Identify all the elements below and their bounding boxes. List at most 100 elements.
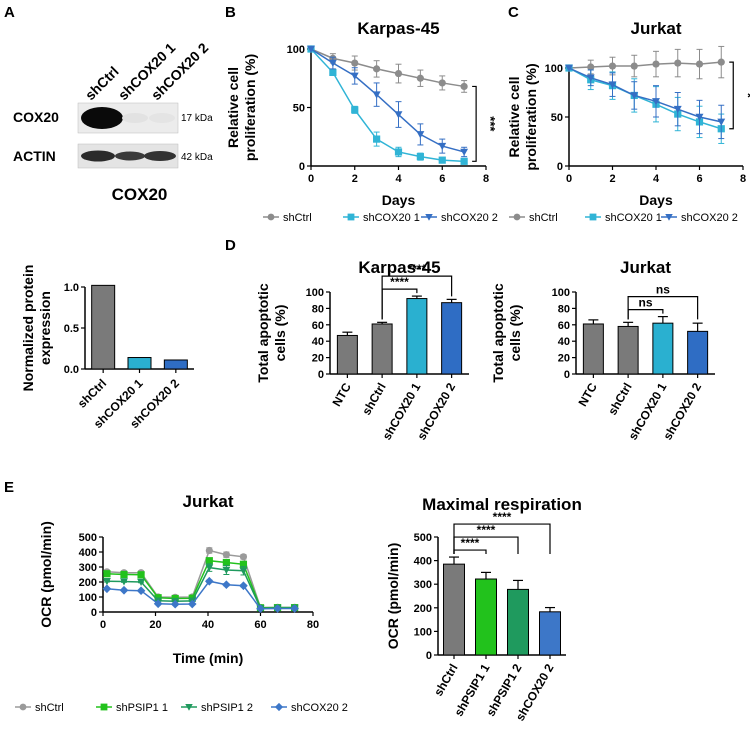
data-point (204, 576, 214, 586)
chart-e_bar: Maximal respiration OCR (pmol/min) 0 100 200… (385, 495, 582, 723)
series-shctrl (307, 45, 468, 93)
data-point (652, 98, 660, 106)
y-axis-label-line-2: expression (37, 291, 53, 365)
series-line (310, 48, 465, 163)
data-point (137, 571, 145, 579)
data-point (351, 59, 359, 67)
bar-ntc (336, 334, 358, 375)
series-shpsip1-2 (102, 563, 299, 613)
legend-item-label: shCtrl (283, 212, 312, 224)
bar-shctrl (617, 325, 639, 375)
y-tick-label: 0 (564, 369, 570, 381)
significance-label: **** (390, 275, 409, 289)
data-point (438, 142, 447, 151)
panel-label-b: B (225, 4, 236, 21)
y-tick-label: 0 (426, 650, 432, 662)
legend-item-label: shPSIP1 1 (116, 702, 168, 714)
significance-label: ns (638, 296, 652, 310)
data-point (329, 68, 337, 76)
legend-e_line: shCtrl shPSIP1 1 shPSIP1 2 shCOX20 2 (15, 702, 348, 714)
data-point (717, 58, 725, 66)
y-tick-label: 400 (414, 556, 432, 568)
blot-band-actin-shcox20-1 (115, 151, 145, 161)
blot-protein-actin: ACTIN (13, 148, 56, 164)
data-point (239, 553, 248, 561)
y-tick-label: 40 (558, 336, 570, 348)
bar-shcox20-2 (539, 611, 561, 656)
significance-bracket (381, 275, 453, 320)
x-tick-label: shCtrl (605, 381, 634, 418)
data-point (103, 570, 111, 578)
y-axis-label-line-1: Normalized protein (20, 265, 36, 392)
chart-title: Jurkat (630, 19, 681, 38)
y-tick-label: 100 (79, 592, 97, 604)
data-point (222, 580, 231, 590)
x-tick-label: shCtrl (359, 381, 388, 418)
legend-item-label: shCtrl (529, 212, 558, 224)
y-tick-label: 0.0 (64, 364, 79, 376)
data-point (673, 105, 682, 114)
x-tick-label: NTC (576, 380, 601, 409)
x-tick-label: 20 (149, 619, 161, 631)
y-tick-label: 100 (287, 44, 305, 56)
y-axis-label-line-1: Relative cell (506, 77, 522, 158)
series-shcox20-2 (102, 576, 299, 614)
y-axis-label-line-1: Total apoptotic (490, 283, 506, 382)
data-point (460, 82, 468, 91)
data-point (717, 118, 726, 126)
blot-band-cox20-shcox20-1 (122, 113, 148, 123)
y-tick-label: 100 (552, 287, 570, 299)
data-point (119, 585, 129, 595)
data-point (438, 79, 446, 87)
legend-item-label: shCOX20 1 (363, 212, 420, 224)
significance-bracket (472, 85, 477, 162)
data-point (187, 599, 197, 609)
x-tick-label: NTC (330, 380, 355, 409)
panel-label-e: E (4, 479, 14, 496)
bar-shctrl (371, 323, 393, 375)
data-point (586, 74, 595, 82)
significance-bracket (453, 549, 487, 555)
legend-swatch-marker (185, 703, 193, 711)
data-point (205, 546, 213, 555)
bar-shpsip1-2 (507, 588, 529, 656)
chart-title: COX20 (112, 185, 168, 204)
data-point (373, 135, 381, 143)
y-tick-label: 0 (557, 161, 563, 173)
series-line (568, 67, 722, 130)
significance-label: **** (477, 523, 496, 537)
data-point (372, 91, 381, 99)
chart-c_line: Jurkat Relative cell proliferation (%) 0 50 1… (506, 19, 750, 208)
series-shctrl (565, 45, 725, 80)
data-point (328, 59, 337, 67)
x-axis-label: Days (382, 192, 416, 208)
data-point (630, 62, 638, 70)
significance-bracket (729, 61, 734, 130)
significance-label: ns (656, 283, 670, 297)
data-point (153, 599, 163, 609)
data-point (416, 74, 424, 82)
y-tick-label: 60 (558, 320, 570, 332)
legend-item-label: shCOX20 2 (681, 212, 738, 224)
data-point (351, 106, 359, 114)
y-tick-label: 500 (79, 532, 97, 544)
data-point (137, 578, 146, 586)
y-tick-label: 100 (306, 287, 324, 299)
significance-label: *** (483, 116, 498, 132)
y-tick-label: 80 (312, 303, 324, 315)
blot-band-cox20-shcox20-2 (149, 113, 175, 123)
data-point (222, 566, 231, 574)
chart-title: Jurkat (182, 492, 233, 511)
legend-item-label: shPSIP1 2 (201, 702, 253, 714)
x-tick-label: 0 (100, 619, 106, 631)
data-point (674, 59, 682, 67)
y-axis-label-line-2: cells (%) (507, 305, 523, 362)
data-point (205, 564, 214, 572)
x-tick-label: 0 (566, 173, 572, 185)
y-axis-label-line-1: Total apoptotic (255, 283, 271, 382)
data-point (102, 584, 112, 594)
data-point (205, 557, 213, 565)
bar-shctrl (443, 563, 465, 656)
x-tick-label: 2 (352, 173, 358, 185)
data-point (438, 156, 446, 164)
